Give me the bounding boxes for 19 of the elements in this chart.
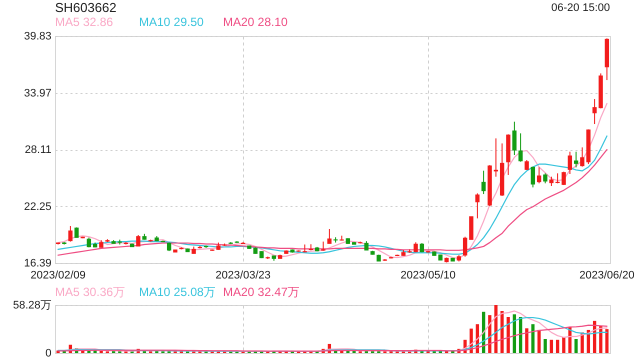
y-tick-label: 16.39	[24, 258, 52, 270]
y-tick-label: 0	[45, 348, 52, 360]
y-tick-label: 58.28万	[12, 300, 52, 312]
x-tick-label: 2023/02/09	[30, 270, 86, 282]
x-tick-label: 2023/03/23	[216, 270, 271, 282]
x-tick-label: 2023/06/20	[579, 270, 634, 282]
text: MA5 32.86	[55, 15, 114, 29]
x-tick-label: 2023/05/10	[400, 270, 456, 282]
text: MA5 30.36万	[55, 285, 126, 299]
text: MA20 28.10	[223, 15, 288, 29]
y-tick-label: 28.11	[24, 144, 52, 156]
y-tick-label: 39.83	[24, 30, 52, 42]
chart-title: SH603662	[55, 0, 116, 15]
text: MA10 29.50	[139, 15, 204, 29]
text: MA10 25.08万	[139, 285, 216, 299]
text: 06-20 15:00	[551, 2, 610, 14]
y-tick-label: 33.97	[24, 87, 52, 100]
text: MA20 32.47万	[223, 285, 300, 299]
y-tick-label: 22.25	[24, 200, 52, 213]
